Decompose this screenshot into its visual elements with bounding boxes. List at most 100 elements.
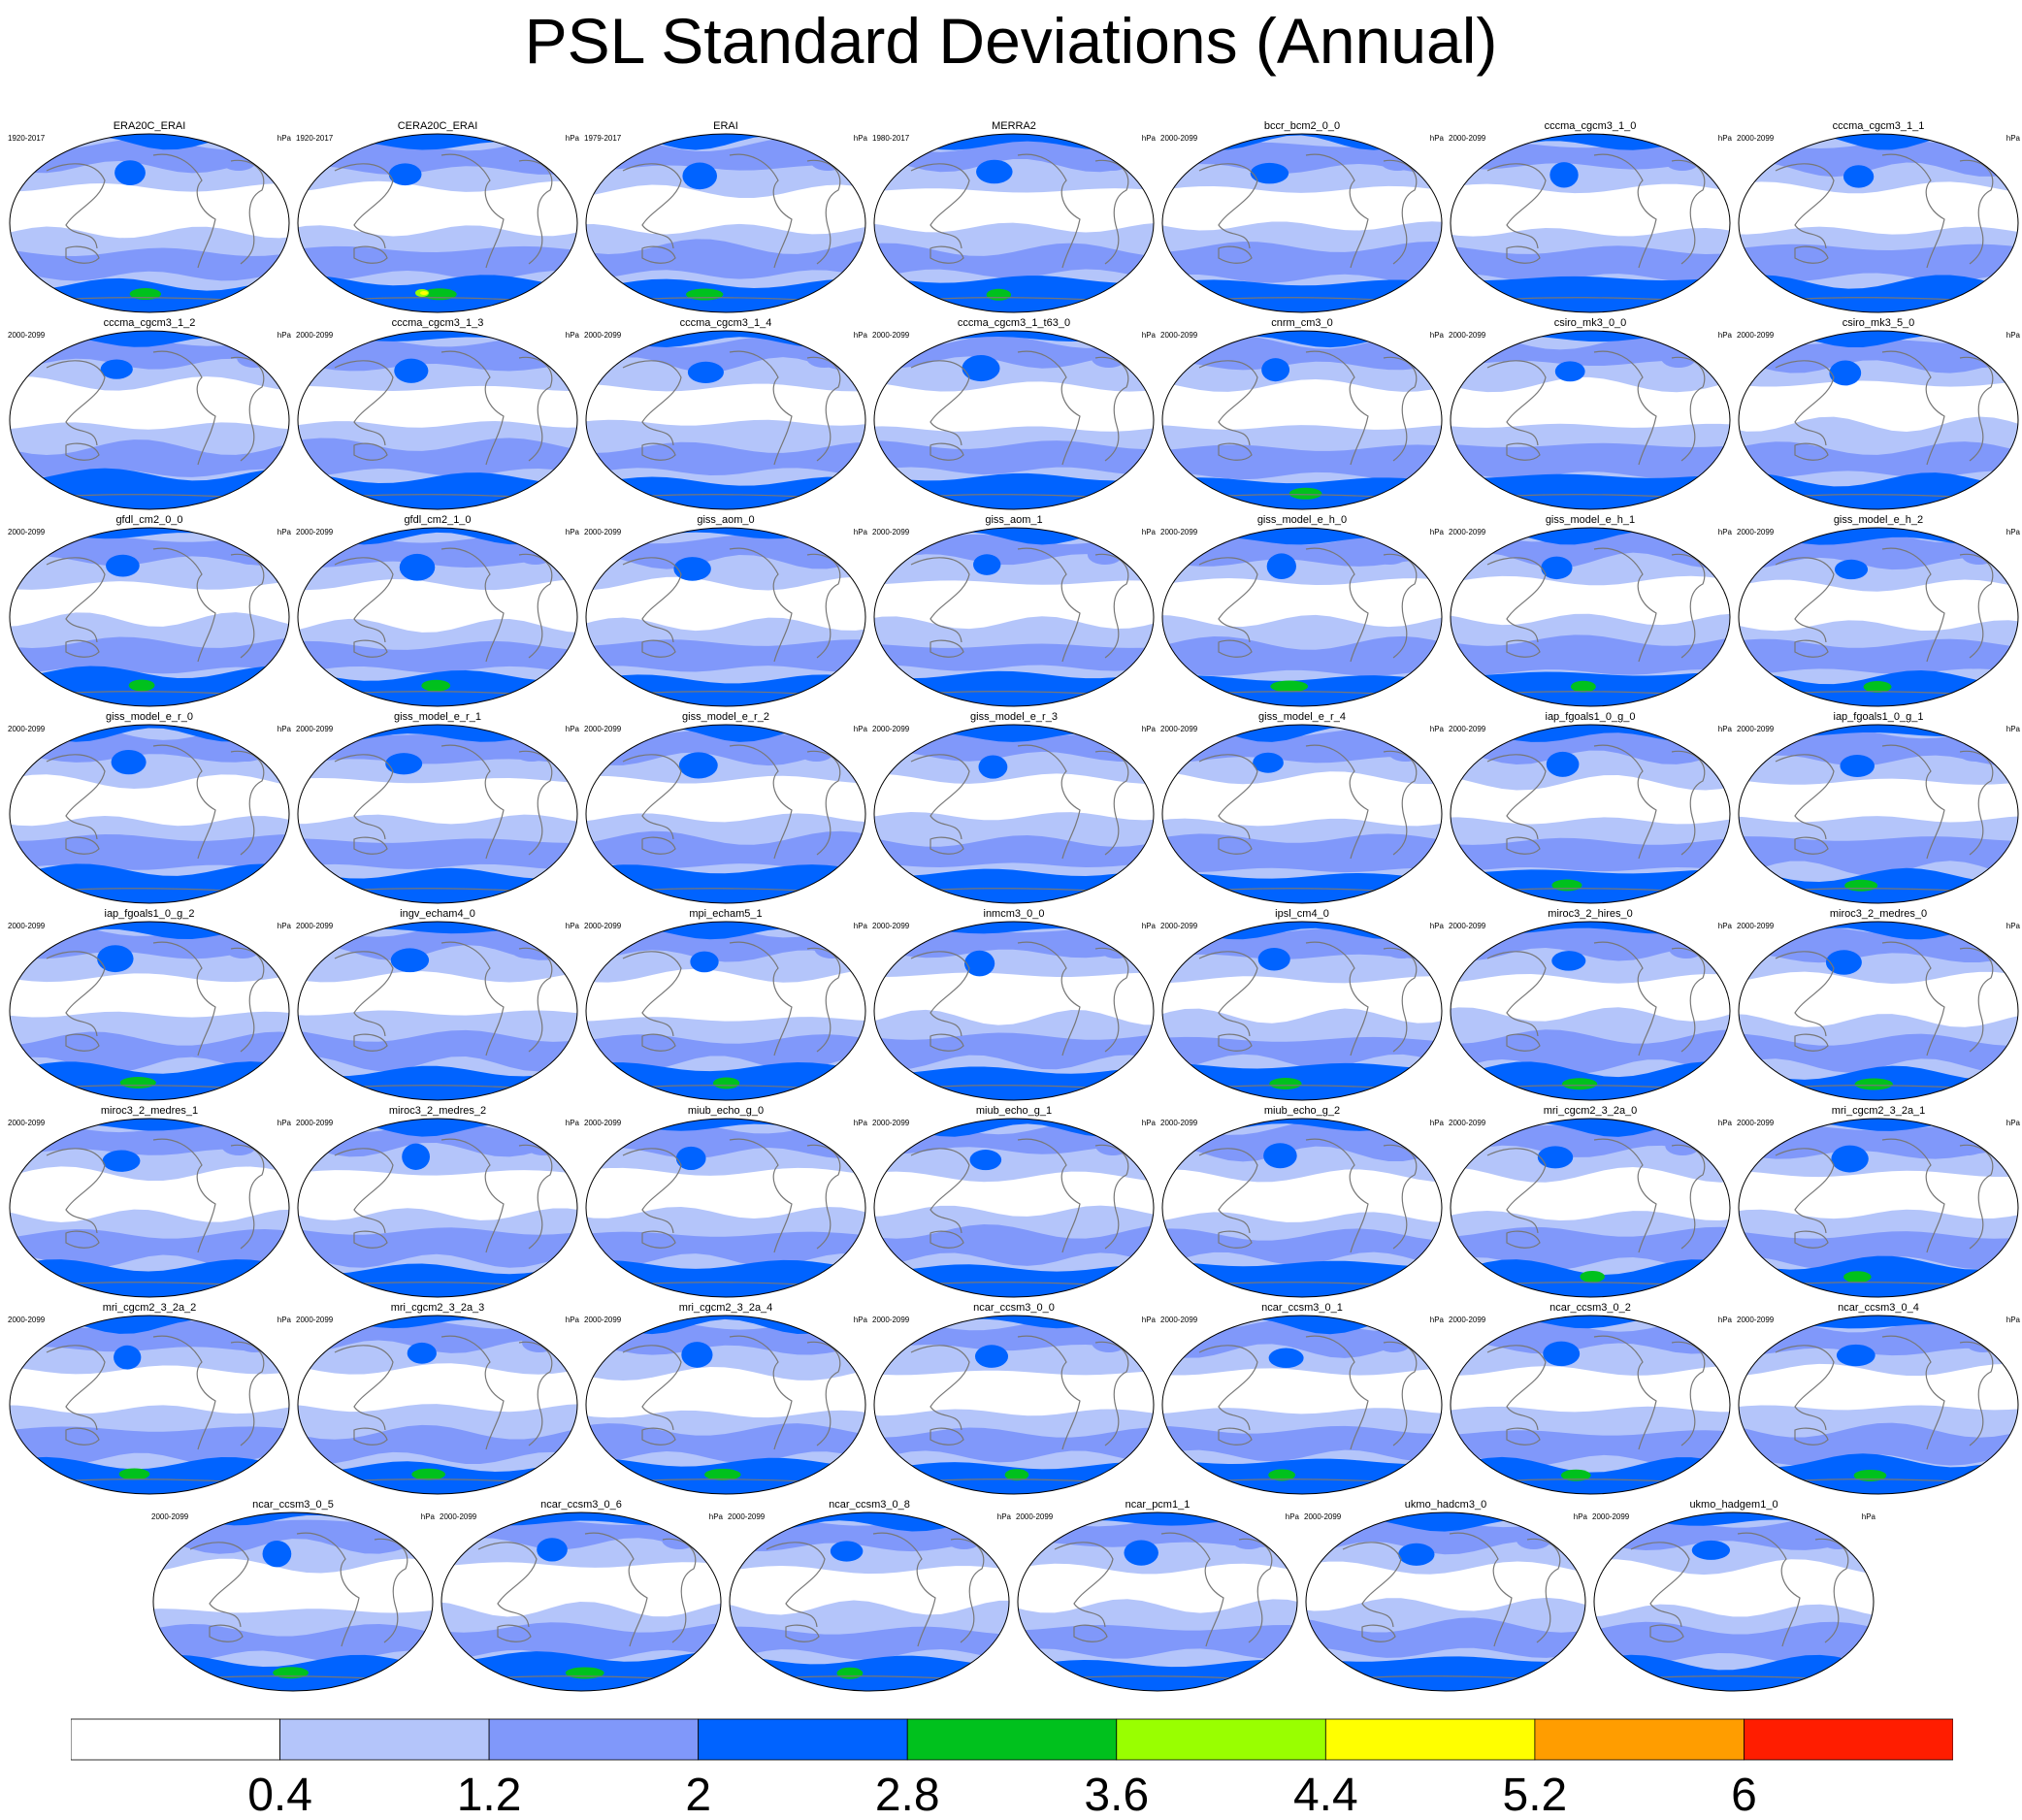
panel-title: mri_cgcm2_3_2a_4	[678, 1302, 773, 1314]
coast-australia	[65, 1230, 100, 1249]
map-panel: cccma_cgcm3_1_1 2000-2099 hPa	[1737, 120, 2020, 314]
panel-units: hPa	[565, 331, 579, 340]
atlantic-low-center	[799, 742, 834, 762]
field-mid-band-north	[1162, 142, 1442, 174]
map-svg	[873, 921, 1155, 1101]
pacific-low-center	[111, 749, 147, 775]
panel-years: 2000-2099	[1449, 1316, 1486, 1324]
panel-title: giss_model_e_r_2	[682, 711, 769, 723]
map-outline	[1450, 330, 1731, 510]
field-white-band	[10, 581, 289, 627]
panel-years: 2000-2099	[296, 331, 334, 340]
field-white-band	[586, 1167, 865, 1219]
coast-americas	[1160, 1532, 1224, 1647]
coast-asia	[622, 557, 682, 643]
field-white-band	[1162, 378, 1442, 430]
map-fill	[10, 922, 289, 1100]
map-svg	[297, 724, 578, 904]
panel-units: hPa	[1141, 528, 1156, 536]
panel-units: hPa	[1717, 725, 1732, 733]
field-mid-band-south	[1162, 1425, 1442, 1462]
map-fill	[1162, 1119, 1442, 1297]
field-mid-band-south	[1739, 836, 2018, 877]
field-white-band	[1018, 1563, 1297, 1613]
map-svg	[297, 1315, 578, 1495]
panel-years: 2000-2099	[1160, 1119, 1198, 1127]
coast-australia	[785, 1624, 820, 1642]
field-white-band	[1739, 380, 2018, 432]
pacific-low-center	[1831, 1145, 1869, 1173]
pacific-low-center	[399, 553, 436, 581]
map-fill	[1162, 725, 1442, 903]
coast-americas	[1017, 941, 1081, 1056]
coast-asia	[1486, 1148, 1547, 1234]
pacific-low-center	[678, 752, 718, 779]
coast-americas	[584, 1532, 648, 1647]
field-mid-band-south	[586, 830, 865, 868]
panel-units: hPa	[420, 1512, 435, 1521]
field-mid-band-south	[874, 243, 1154, 278]
coast-europe-africa	[518, 1341, 553, 1446]
map-fill	[1306, 1512, 1585, 1691]
field-strong-band-south	[1594, 1654, 1874, 1691]
map-outline	[297, 921, 578, 1101]
panel-units: hPa	[277, 725, 291, 733]
coast-europe-africa	[1671, 356, 1706, 462]
map-panel: giss_aom_0 2000-2099 hPa	[584, 514, 867, 708]
coast-asia	[1486, 1345, 1547, 1431]
panel-years: 2000-2099	[584, 922, 622, 930]
panel-title: miroc3_2_hires_0	[1548, 908, 1633, 920]
colorbar-swatch	[279, 1718, 490, 1761]
map-fill	[1451, 528, 1730, 706]
map-svg	[1450, 133, 1731, 313]
field-white-band	[874, 773, 1154, 821]
map-panel: CERA20C_ERAI 1920-2017 hPa	[296, 120, 579, 314]
panel-units: hPa	[1717, 1119, 1732, 1127]
panel-title: cccma_cgcm3_1_1	[1832, 120, 1925, 132]
panel-years: 2000-2099	[8, 1119, 46, 1127]
map-outline	[1450, 724, 1731, 904]
coast-europe-africa	[1671, 947, 1706, 1053]
panel-title: giss_model_e_r_3	[970, 711, 1058, 723]
coast-asia	[334, 754, 394, 840]
field-white-band	[1451, 775, 1730, 825]
coast-europe-africa	[806, 947, 841, 1053]
atlantic-low-center	[1820, 1530, 1856, 1549]
panel-years: 2000-2099	[151, 1512, 189, 1521]
pacific-low-center	[1825, 950, 1862, 975]
map-fill	[1739, 1316, 2018, 1494]
map-panel: mri_cgcm2_3_2a_2 2000-2099 hPa	[8, 1302, 291, 1496]
coast-europe-africa	[806, 1144, 841, 1250]
field-white-band	[730, 1565, 1009, 1615]
panel-years: 2000-2099	[1737, 134, 1775, 143]
field-strong-band-south	[874, 670, 1154, 706]
field-mid-band-south	[10, 1426, 289, 1466]
map-svg	[873, 1118, 1155, 1298]
map-fill	[874, 528, 1154, 706]
map-svg	[1738, 724, 2019, 904]
map-outline	[297, 133, 578, 313]
coast-americas	[729, 350, 793, 466]
map-panel: ncar_ccsm3_0_1 2000-2099 hPa	[1160, 1302, 1444, 1496]
field-mid-band-south	[1451, 245, 1730, 282]
panel-units: hPa	[277, 331, 291, 340]
field-strong-band-south	[10, 1259, 289, 1297]
coast-australia	[929, 836, 964, 855]
map-fill	[1451, 1119, 1730, 1297]
coast-australia	[929, 442, 964, 461]
map-panel: ukmo_hadgem1_0 2000-2099 hPa	[1592, 1499, 1875, 1693]
coast-australia	[641, 442, 676, 461]
pacific-low-center	[1266, 553, 1296, 579]
field-mid-band-south	[10, 1228, 289, 1269]
panel-title: csiro_mk3_0_0	[1553, 317, 1627, 329]
coast-americas	[152, 941, 216, 1056]
field-strong-band-south	[1162, 1062, 1442, 1100]
coast-americas	[1305, 153, 1369, 269]
map-outline	[585, 1315, 866, 1495]
colorbar-tick-label: 2	[685, 1770, 711, 1814]
colorbar-tick-label: 1.2	[457, 1770, 522, 1814]
coast-europe-africa	[1526, 1538, 1561, 1643]
panel-title: miub_echo_g_1	[975, 1105, 1053, 1117]
field-mid-band-south	[298, 245, 577, 280]
map-fill	[10, 134, 289, 312]
